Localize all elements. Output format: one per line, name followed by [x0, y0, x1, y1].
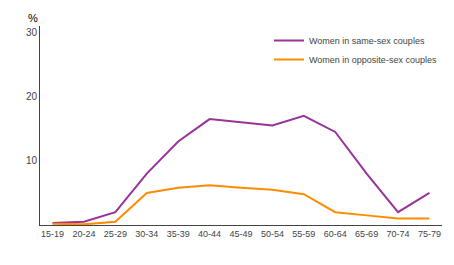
- svg-text:60-64: 60-64: [324, 229, 347, 239]
- svg-text:20: 20: [26, 91, 38, 102]
- svg-text:10: 10: [26, 155, 38, 166]
- svg-text:40-44: 40-44: [198, 229, 221, 239]
- svg-text:50-54: 50-54: [261, 229, 284, 239]
- svg-text:15-19: 15-19: [41, 229, 64, 239]
- svg-text:75-79: 75-79: [418, 229, 441, 239]
- svg-text:25-29: 25-29: [104, 229, 127, 239]
- svg-text:Women in opposite-sex couples: Women in opposite-sex couples: [309, 55, 437, 65]
- svg-text:30-34: 30-34: [135, 229, 158, 239]
- svg-text:65-69: 65-69: [355, 229, 378, 239]
- svg-text:20-24: 20-24: [72, 229, 95, 239]
- svg-text:%: %: [28, 12, 38, 24]
- svg-text:35-39: 35-39: [167, 229, 190, 239]
- svg-text:45-49: 45-49: [229, 229, 252, 239]
- svg-text:55-59: 55-59: [292, 229, 315, 239]
- svg-text:Women in same-sex couples: Women in same-sex couples: [309, 36, 425, 46]
- svg-text:30: 30: [26, 27, 38, 38]
- svg-text:70-74: 70-74: [387, 229, 410, 239]
